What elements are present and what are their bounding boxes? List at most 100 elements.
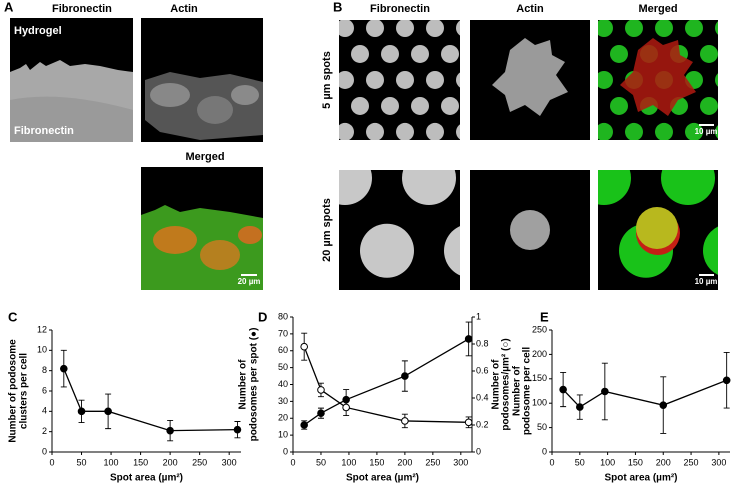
x-tick-label: 200 [397, 457, 412, 467]
spot [306, 123, 324, 141]
spot [381, 44, 399, 63]
y-tick-label: 20 [278, 413, 288, 423]
spot [610, 0, 628, 11]
data-point [342, 403, 350, 412]
y2-tick-label: 0.6 [476, 365, 489, 375]
spot [655, 122, 673, 140]
x-tick-label: 100 [104, 457, 119, 467]
spot [426, 70, 444, 89]
spot [381, 96, 399, 115]
spot [703, 226, 718, 275]
y-tick-label: 60 [278, 345, 288, 355]
y-axis-label: podosome per cell [522, 347, 533, 436]
y-tick-label: 100 [532, 398, 547, 408]
x-tick-label: 250 [192, 457, 207, 467]
y-tick-label: 30 [278, 396, 288, 406]
y-tick-label: 0 [542, 446, 547, 456]
column-header: Fibronectin [370, 3, 430, 15]
spot [730, 0, 738, 11]
x-tick-label: 0 [549, 457, 554, 467]
data-point [464, 335, 473, 343]
spot [366, 20, 384, 37]
chart: C 0 50 100 150 200 250 300 0 2 4 6 8 10 12 Spot area (µ… [8, 309, 242, 484]
y-tick-label: 40 [278, 379, 288, 389]
spot [360, 223, 414, 278]
spot [577, 296, 631, 350]
x-tick-label: 50 [77, 457, 87, 467]
spot [685, 122, 703, 140]
x-tick-label: 50 [316, 457, 326, 467]
y-tick-label: 8 [42, 365, 47, 375]
spot [351, 44, 369, 63]
spot [351, 0, 369, 11]
column-header: Actin [516, 3, 544, 15]
spot [471, 149, 489, 167]
spot [625, 122, 643, 140]
data-point [104, 407, 112, 416]
image-fibronectin [10, 18, 133, 142]
data-point [77, 407, 86, 416]
spot [402, 170, 456, 205]
spot [598, 20, 613, 37]
image-merged [141, 167, 263, 290]
panel-label: D [258, 309, 267, 324]
y-tick-label: 0 [42, 446, 47, 456]
spot [441, 149, 459, 167]
y-tick-label: 0 [283, 446, 288, 456]
chart: D 0 50 100 150 200 250 300 0 10 20 30 40 50 60 70 80 0 0.2… [238, 309, 512, 483]
x-axis-label: Spot area (µm²) [605, 473, 678, 484]
spot [700, 96, 718, 115]
y-tick-label: 200 [532, 349, 547, 359]
spot [396, 70, 414, 89]
spot [339, 122, 354, 140]
y-tick-label: 80 [278, 311, 288, 321]
spot [700, 149, 718, 167]
spot [598, 122, 613, 140]
spot [339, 20, 354, 37]
spot [730, 149, 738, 167]
x-tick-label: 200 [163, 457, 178, 467]
data-point [601, 387, 609, 396]
spot [339, 170, 372, 205]
spot [610, 44, 628, 63]
series-line [303, 338, 469, 426]
x-tick-label: 300 [453, 457, 468, 467]
spots [339, 170, 460, 278]
spot [366, 122, 384, 140]
y-axis-label: Number of podosome [8, 339, 19, 443]
panel-label: C [8, 309, 18, 324]
x-tick-label: 250 [425, 457, 440, 467]
y-tick-label: 4 [42, 406, 47, 416]
spot [456, 72, 460, 88]
data-point [317, 386, 325, 394]
data-point [233, 425, 242, 434]
data-point [464, 418, 473, 427]
spot [580, 149, 598, 167]
x-tick-label: 150 [369, 457, 384, 467]
spot [471, 0, 489, 11]
spot [441, 0, 459, 11]
spot [640, 149, 658, 167]
y2-axis-label: podosomes/µm² (○) [501, 338, 512, 430]
chart: E 0 50 100 150 200 250 300 0 50 100 150 200 250 Spot a… [512, 309, 731, 484]
data-point [401, 372, 409, 380]
x-tick-label: 150 [628, 457, 643, 467]
panel-label: E [540, 309, 549, 324]
x-tick-label: 100 [341, 457, 356, 467]
spot [700, 0, 718, 11]
spot [598, 70, 613, 89]
spot [715, 21, 718, 35]
y-tick-label: 70 [278, 328, 288, 338]
spots [306, 0, 489, 167]
data-point [659, 401, 668, 409]
image-label: Fibronectin [14, 125, 74, 137]
spot [381, 149, 399, 167]
spot [610, 96, 628, 115]
x-tick-label: 250 [684, 457, 699, 467]
cell [620, 38, 696, 116]
spot [715, 125, 718, 139]
spot [610, 149, 628, 167]
scale-bar-label: 10 µm [695, 277, 718, 286]
column-header: Merged [638, 3, 677, 15]
